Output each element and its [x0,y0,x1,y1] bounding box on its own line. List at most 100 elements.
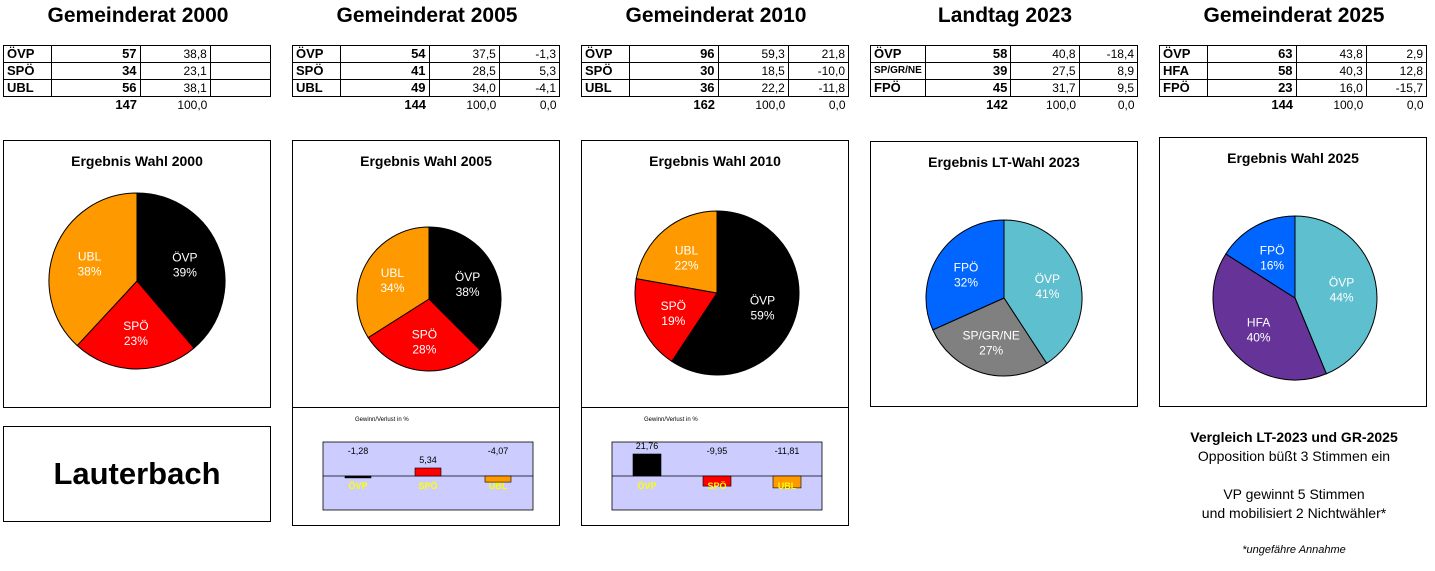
change-chart-title: Gewinn/Verlust in % [355,417,409,423]
total-change [210,97,270,114]
slice-name-label: ÖVP [1329,276,1354,290]
party-change [209,79,272,97]
party-name: SPÖ [292,62,341,80]
slice-percent-label: 41% [1035,287,1059,301]
slice-name-label: ÖVP [750,294,775,308]
results-table: ÖVP 57 38,8 SPÖ 34 23,1 UBL 56 38,1 147 100,0 [3,45,272,114]
pie-chart-title: Ergebnis Wahl 2010 [649,153,781,169]
party-change: -10,0 [787,62,850,80]
party-percent: 37,5 [428,45,500,63]
total-change: 0,0 [1406,98,1424,112]
change-chart-panel: Gewinn/Verlust in % -1,28 ÖVP 5,34 SPÖ -4,07 U… [292,407,560,526]
pie-slice [48,192,138,347]
party-change: 12,8 [1365,62,1428,80]
party-name: SP/GR/NE [870,62,926,80]
slice-percent-label: 32% [954,275,978,289]
slice-percent-label: 27% [979,343,1003,357]
party-name: UBL [292,79,341,97]
total-seats: 147 [115,97,138,112]
place-name: Lauterbach [53,456,221,491]
change-category-label: SPÖ [418,481,437,491]
party-name: SPÖ [581,62,630,80]
party-change [209,45,272,63]
total-spacer [871,97,926,114]
table-row: FPÖ 23 16,0 -15,7 [1159,79,1428,97]
slice-name-label: ÖVP [455,270,480,284]
total-row: 147 100,0 [4,97,271,114]
party-change: -18,4 [1078,45,1139,63]
table-row: HFA 58 40,3 12,8 [1159,62,1428,80]
party-name: ÖVP [1159,45,1208,63]
election-heading: Gemeinderat 2010 [625,4,807,27]
total-row: 162 100,0 0,0 [582,97,849,114]
change-bar [344,475,372,479]
change-chart-panel: Gewinn/Verlust in % 21,76 ÖVP -9,95 SPÖ -11,8… [581,407,849,526]
results-table: ÖVP 63 43,8 2,9 HFA 58 40,3 12,8 FPÖ 23 16,0 -15,7 1… [1159,45,1428,114]
table-row: SP/GR/NE 39 27,5 8,9 [870,62,1139,80]
pie-slice [1212,253,1328,381]
party-name: UBL [3,79,52,97]
slice-name-label: FPÖ [954,260,979,274]
party-change: -1,3 [498,45,561,63]
change-category-label: ÖVP [348,481,367,491]
total-row: 144 100,0 0,0 [1160,97,1427,114]
party-name: SPÖ [3,62,52,80]
change-category-label: UBL [778,481,797,491]
pie-chart-panel: Ergebnis Wahl 2010 ÖVP 59% SPÖ 19% UBL 22% [581,140,849,408]
slice-name-label: SP/GR/NE [963,328,1020,342]
total-change: 0,0 [828,98,846,112]
total-seats: 142 [986,97,1008,112]
comparison-note: Vergleich LT-2023 und GR-2025 Opposition… [1160,428,1428,523]
change-bar [632,453,662,477]
party-change [209,62,272,80]
party-seats: 54 [339,45,430,63]
party-percent: 38,1 [139,79,211,97]
total-seats: 162 [693,97,716,112]
table-row: SPÖ 41 28,5 5,3 [292,62,561,80]
table-row: SPÖ 30 18,5 -10,0 [581,62,850,80]
results-table: ÖVP 54 37,5 -1,3 SPÖ 41 28,5 5,3 UBL 49 34,0 -4,1 14… [292,45,561,114]
total-spacer [1160,97,1208,114]
slice-percent-label: 16% [1260,258,1284,272]
total-row: 144 100,0 0,0 [293,97,560,114]
party-seats: 49 [339,79,430,97]
party-seats: 41 [339,62,430,80]
pie-chart-title: Ergebnis LT-Wahl 2023 [928,154,1080,170]
total-change: 0,0 [1117,98,1135,112]
slice-percent-label: 22% [674,259,698,273]
results-table: ÖVP 96 59,3 21,8 SPÖ 30 18,5 -10,0 UBL 36 22,2 -11,… [581,45,850,114]
slice-name-label: FPÖ [1260,243,1285,257]
party-name: ÖVP [581,45,630,63]
pie-chart-panel: Ergebnis LT-Wahl 2023 ÖVP 41% SP/GR/NE 27% FP… [870,141,1138,407]
party-percent: 23,1 [139,62,211,80]
table-row: UBL 36 22,2 -11,8 [581,79,850,97]
slice-percent-label: 59% [750,309,774,323]
pie-chart-panel: Ergebnis Wahl 2000 ÖVP 39% SPÖ 23% UBL 38% [3,140,271,408]
party-name: ÖVP [292,45,341,63]
slice-name-label: ÖVP [172,250,197,264]
table-row: ÖVP 54 37,5 -1,3 [292,45,561,63]
party-change: 5,3 [498,62,561,80]
pie-slice [367,298,481,372]
change-bar-chart: -1,28 ÖVP 5,34 SPÖ -4,07 UBL [322,441,534,511]
party-percent: 34,0 [428,79,500,97]
party-seats: 57 [50,45,141,63]
comparison-line-3: und mobilisiert 2 Nichtwähler* [1201,505,1387,521]
party-seats: 56 [50,79,141,97]
total-percent: 100,0 [1333,98,1364,112]
change-value-label: -11,81 [775,446,800,456]
party-percent: 59,3 [717,45,789,63]
pie-slice [635,210,718,294]
results-table: ÖVP 58 40,8 -18,4 SP/GR/NE 39 27,5 8,9 FPÖ 45 31,7… [870,45,1139,114]
change-category-label: ÖVP [637,481,656,491]
change-bar [702,475,732,487]
party-name: ÖVP [870,45,926,63]
pie-slice [136,192,226,349]
table-row: ÖVP 63 43,8 2,9 [1159,45,1428,63]
total-seats: 144 [1271,97,1294,112]
change-bar-chart: 21,76 ÖVP -9,95 SPÖ -11,81 UBL [611,441,823,511]
pie-slice [925,219,1005,331]
pie-chart-title: Ergebnis Wahl 2025 [1227,150,1359,166]
party-seats: 23 [1206,79,1297,97]
